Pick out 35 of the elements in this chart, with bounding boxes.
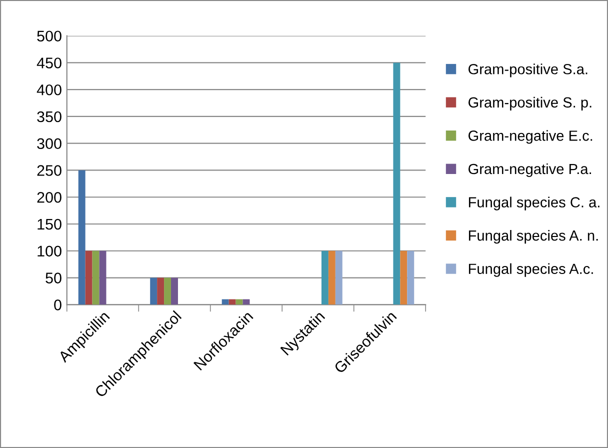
bar xyxy=(407,250,414,305)
bar xyxy=(85,250,92,305)
bar xyxy=(335,250,342,305)
bar xyxy=(400,250,408,305)
bar xyxy=(164,278,172,305)
y-tick-label: 350 xyxy=(37,111,62,122)
bar xyxy=(150,278,158,305)
legend-label: Gram-negative E.c. xyxy=(468,130,592,144)
legend-label: Gram-positive S. p. xyxy=(468,96,592,110)
bar xyxy=(236,299,243,305)
y-tick-label: 150 xyxy=(38,218,62,230)
bar xyxy=(78,170,86,305)
legend-label: Gram-negative P.a. xyxy=(468,163,592,178)
legend-label: Fungal species C. a. xyxy=(468,196,600,210)
y-tick-label: 0 xyxy=(54,300,62,310)
bar xyxy=(171,278,178,305)
bar xyxy=(99,250,106,305)
bar xyxy=(157,278,164,305)
y-tick-label: 450 xyxy=(36,58,62,68)
legend-label: Fungal species A.c. xyxy=(468,263,593,277)
bar xyxy=(328,250,336,305)
y-tick-label: 100 xyxy=(38,246,62,257)
legend-label: Gram-positive S.a. xyxy=(468,64,588,78)
y-tick-label: 300 xyxy=(37,138,62,150)
legend-label: Fungal species A. n. xyxy=(468,230,598,244)
y-tick-label: 250 xyxy=(37,165,62,176)
y-tick-label: 500 xyxy=(37,30,62,42)
bar xyxy=(321,250,328,305)
y-tick-label: 50 xyxy=(46,272,62,284)
bar xyxy=(222,299,229,305)
bar xyxy=(228,299,236,305)
bar xyxy=(393,62,400,305)
bar xyxy=(92,250,100,305)
y-tick-label: 400 xyxy=(36,84,62,96)
y-tick-label: 200 xyxy=(37,192,62,203)
